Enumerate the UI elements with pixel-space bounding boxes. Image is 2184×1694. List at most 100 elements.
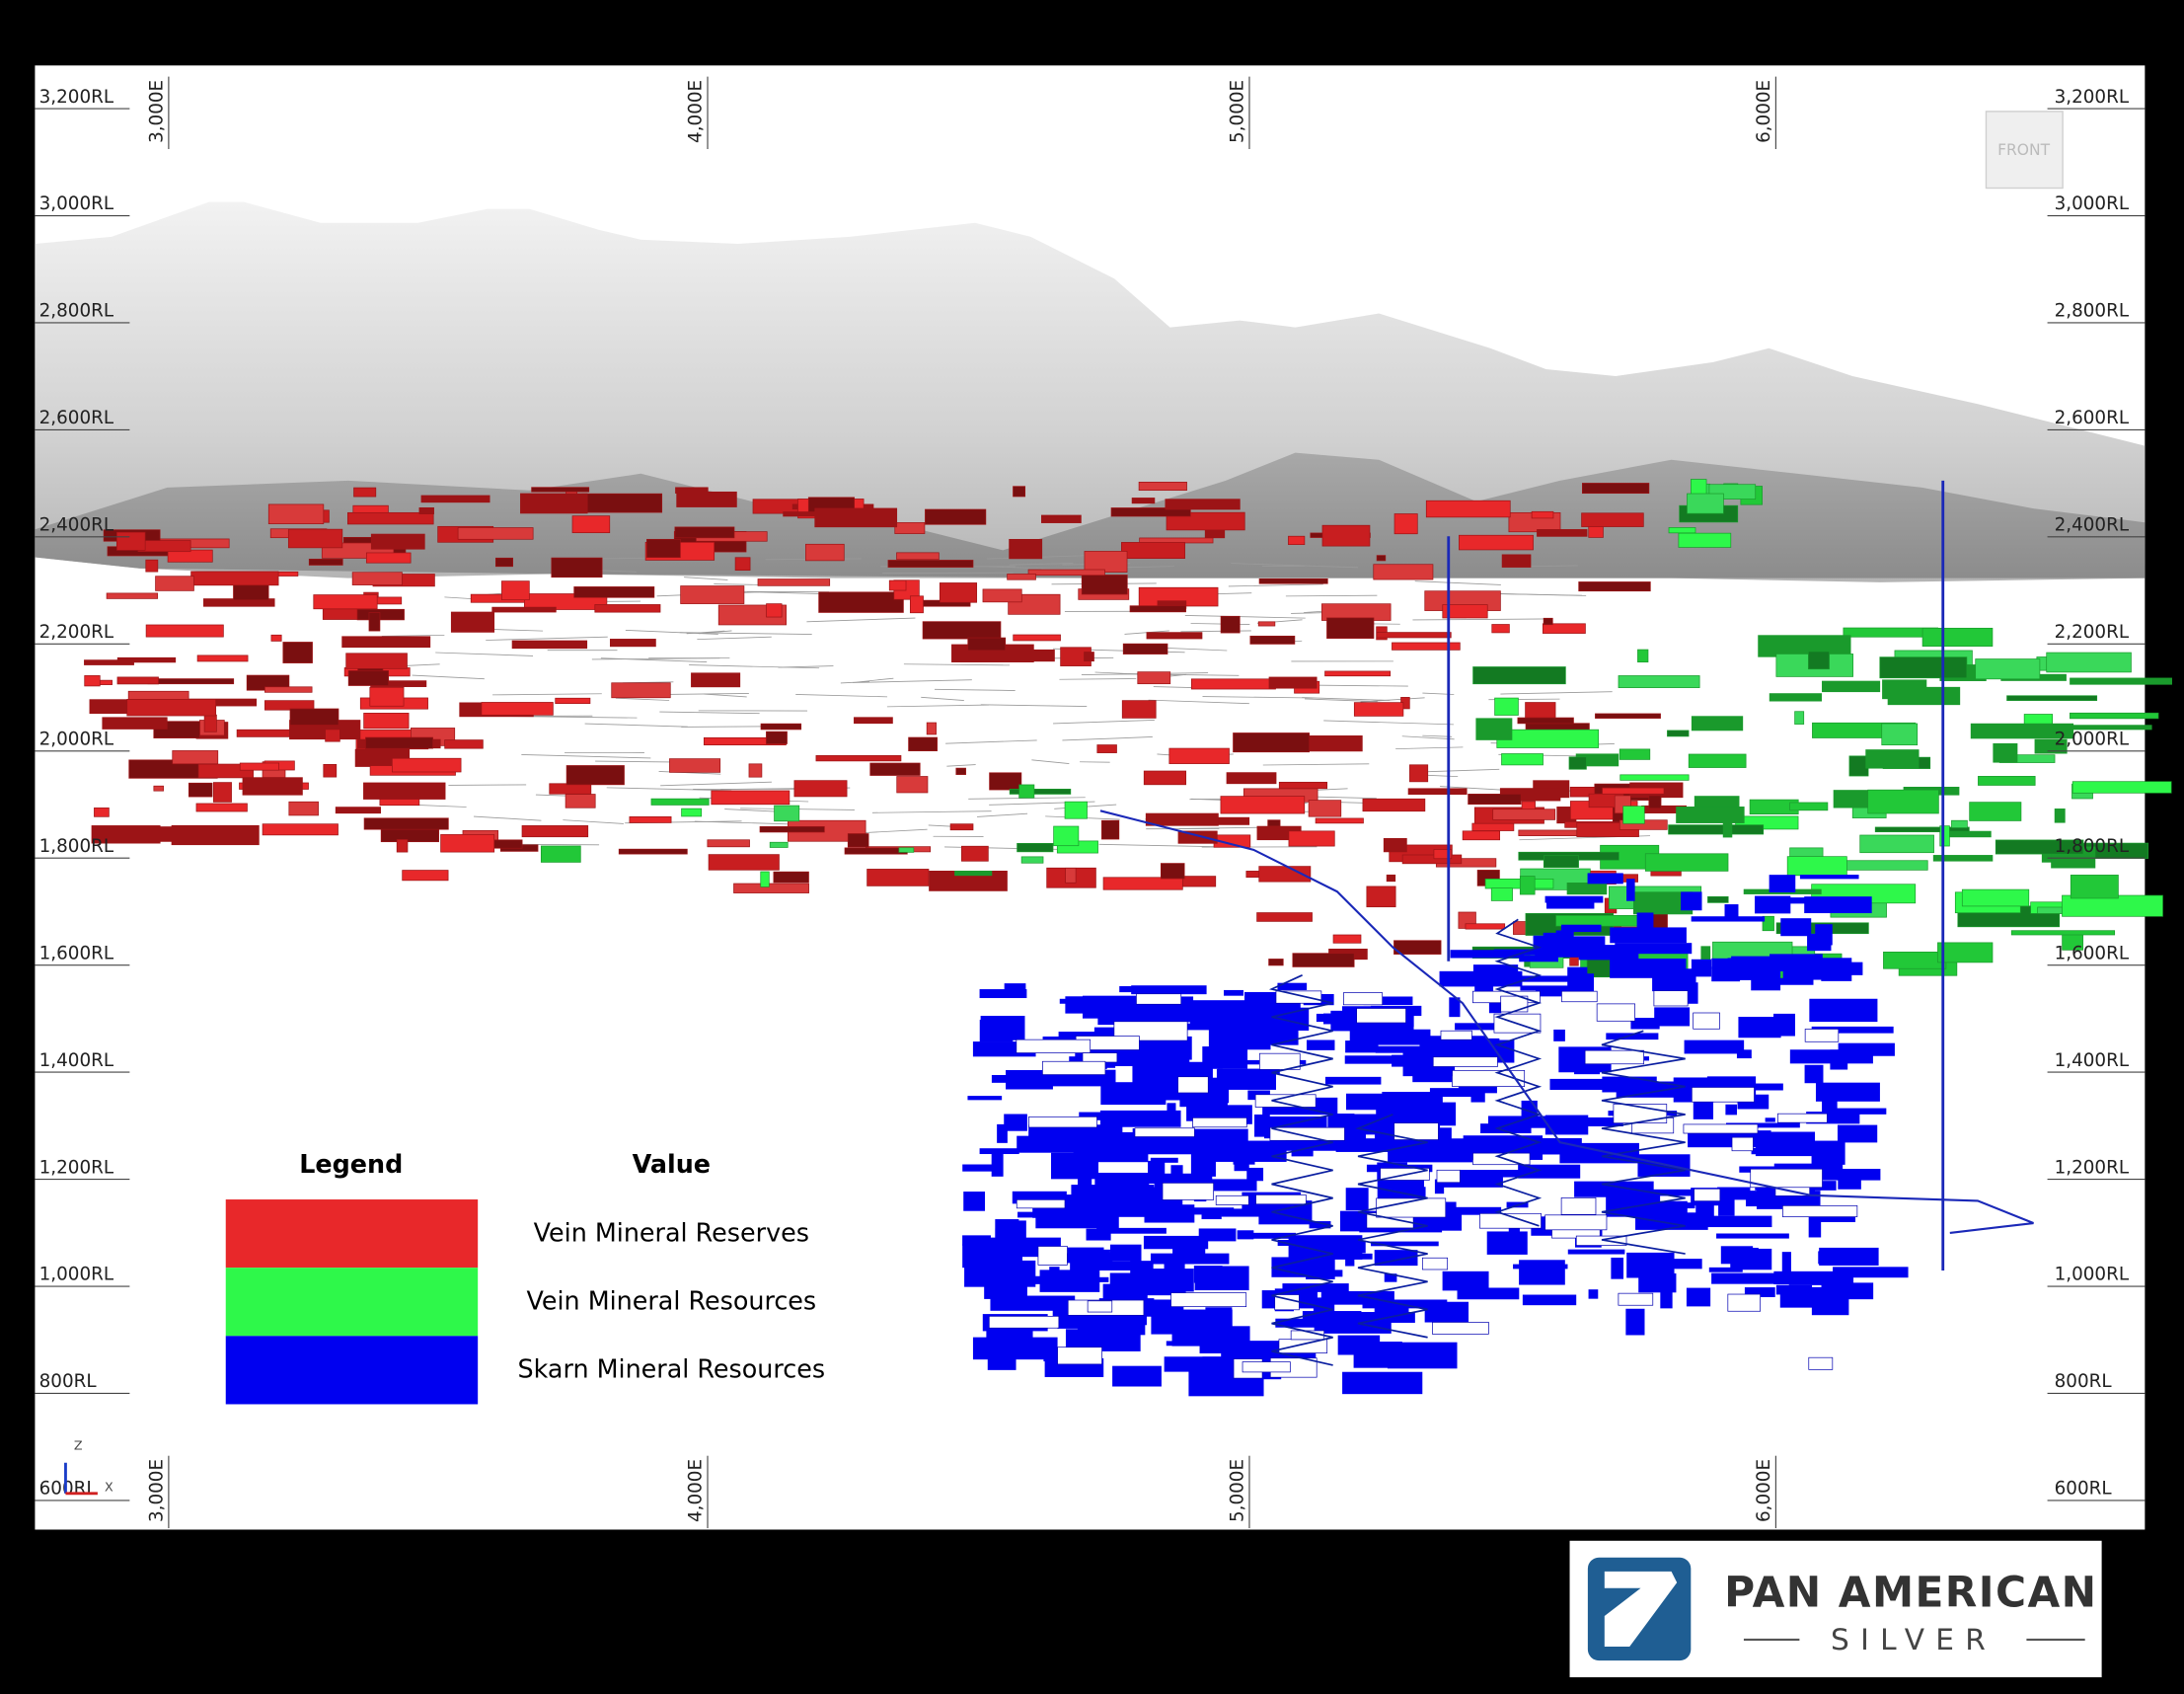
skarn-resource-block bbox=[1606, 1033, 1659, 1040]
elevation-label: 2,000RL bbox=[2055, 729, 2130, 749]
skarn-resource-block bbox=[984, 1285, 1027, 1299]
vein-reserve-block bbox=[1531, 510, 1554, 519]
vein-reserve-block bbox=[322, 608, 361, 620]
easting-label: 5,000E bbox=[1228, 80, 1248, 143]
vein-reserve-block bbox=[766, 731, 788, 744]
elevation-label: 800RL bbox=[39, 1371, 98, 1392]
vein-reserve-block bbox=[734, 557, 751, 572]
vein-reserve-block bbox=[1315, 817, 1364, 824]
skarn-void bbox=[1472, 1152, 1531, 1166]
skarn-resource-block bbox=[1017, 1220, 1026, 1247]
development-drift bbox=[1262, 763, 1370, 766]
vein-reserve-block bbox=[707, 839, 750, 848]
skarn-resource-block bbox=[1167, 1103, 1176, 1114]
easting-label: 4,000E bbox=[686, 80, 707, 143]
vein-reserve-block bbox=[363, 782, 446, 800]
logo-name: PAN AMERICAN bbox=[1724, 1568, 2097, 1616]
vein-resource-block bbox=[1644, 853, 1729, 872]
decline-ramp bbox=[1601, 1030, 1686, 1255]
vein-reserve-block bbox=[116, 656, 177, 663]
vein-reserve-block bbox=[922, 621, 1002, 640]
skarn-resource-block bbox=[1610, 958, 1687, 978]
skarn-resource-block bbox=[1084, 1056, 1153, 1067]
vein-reserve-block bbox=[793, 780, 848, 798]
vein-reserve-block bbox=[1581, 512, 1644, 527]
skarn-resource-block bbox=[1640, 1202, 1695, 1209]
skarn-resource-block bbox=[1708, 1267, 1743, 1272]
skarn-resource-block bbox=[1171, 1012, 1191, 1022]
vein-reserve-block bbox=[759, 825, 825, 833]
skarn-resource-block bbox=[991, 1239, 1042, 1258]
skarn-resource-block bbox=[1109, 1244, 1142, 1262]
haulage bbox=[1099, 809, 2034, 1234]
development-drift bbox=[946, 764, 976, 767]
skarn-resource-block bbox=[1345, 1257, 1355, 1267]
vein-resource-block bbox=[1707, 895, 1729, 903]
vein-reserve-block bbox=[1165, 499, 1241, 510]
skarn-resource-block bbox=[1092, 1250, 1105, 1265]
development-drift bbox=[521, 753, 651, 759]
skarn-resource-block bbox=[1493, 949, 1569, 956]
development-drift bbox=[474, 815, 542, 821]
skarn-resource-block bbox=[1337, 1138, 1364, 1147]
skarn-resource-block bbox=[1067, 1247, 1104, 1258]
vein-reserve-block bbox=[573, 586, 655, 598]
vein-reserve-block bbox=[1376, 632, 1452, 639]
skarn-resource-block bbox=[1217, 1068, 1263, 1083]
skarn-resource-block bbox=[1371, 1241, 1439, 1247]
view-cube[interactable] bbox=[1985, 111, 2064, 190]
elevation-label: 2,200RL bbox=[2055, 622, 2130, 643]
vein-resource-block bbox=[2053, 725, 2152, 731]
vein-reserve-block bbox=[190, 571, 279, 586]
skarn-resource-block bbox=[1171, 1326, 1250, 1347]
vein-reserve-block bbox=[1459, 534, 1534, 551]
vein-resource-block bbox=[1687, 493, 1724, 514]
vein-reserve-block bbox=[1012, 649, 1055, 662]
vein-reserve-block bbox=[491, 606, 557, 613]
skarn-resource-block bbox=[1545, 898, 1595, 909]
vein-resource-block bbox=[1978, 776, 2036, 786]
skarn-resource-block bbox=[1039, 1071, 1090, 1083]
vein-reserve-block bbox=[351, 572, 403, 585]
skarn-resource-block bbox=[1375, 1045, 1453, 1053]
skarn-resource-block bbox=[1077, 1166, 1092, 1193]
vein-resource-block bbox=[1568, 756, 1587, 770]
skarn-resource-block bbox=[1039, 1270, 1100, 1292]
vein-reserve-block bbox=[1121, 700, 1157, 719]
elevation-label: 1,800RL bbox=[2055, 836, 2130, 857]
vein-reserve-block bbox=[1578, 581, 1651, 592]
vein-reserve-block bbox=[147, 678, 235, 685]
skarn-resource-block bbox=[1132, 1065, 1181, 1088]
development-drift bbox=[658, 771, 721, 775]
vein-reserve-block bbox=[565, 765, 625, 786]
skarn-void bbox=[1082, 1052, 1118, 1063]
skarn-resource-block bbox=[1691, 959, 1712, 977]
development-drift bbox=[921, 696, 964, 702]
elevation-label: 1,000RL bbox=[39, 1265, 114, 1285]
elevation-label: 1,400RL bbox=[2055, 1050, 2130, 1071]
skarn-resource-block bbox=[1320, 1290, 1394, 1305]
skarn-resource-block bbox=[1770, 954, 1823, 963]
vein-reserve-block bbox=[126, 699, 217, 717]
skarn-resource-block bbox=[1775, 1284, 1813, 1295]
vein-reserve-block bbox=[323, 763, 338, 778]
skarn-void bbox=[1432, 1056, 1498, 1067]
skarn-resource-block bbox=[1512, 1149, 1580, 1155]
skarn-resource-block bbox=[1309, 1221, 1331, 1229]
vein-resource-block bbox=[1949, 830, 1992, 838]
elevation-label: 1,800RL bbox=[39, 836, 114, 857]
vein-reserve-block bbox=[188, 782, 213, 798]
vein-resource-block bbox=[2054, 808, 2066, 823]
vein-reserve-block bbox=[195, 803, 248, 812]
vein-resource-block bbox=[1975, 658, 2041, 680]
development-drift bbox=[1098, 843, 1215, 848]
skarn-resource-block bbox=[1813, 1149, 1828, 1157]
vein-reserve-block bbox=[1393, 513, 1418, 535]
skarn-void bbox=[1042, 1060, 1106, 1075]
vein-reserve-block bbox=[708, 854, 780, 871]
skarn-resource-block bbox=[1480, 1123, 1532, 1133]
vein-reserve-block bbox=[1301, 735, 1363, 752]
vein-resource-block bbox=[1879, 656, 1968, 679]
skarn-resource-block bbox=[1345, 1188, 1369, 1211]
